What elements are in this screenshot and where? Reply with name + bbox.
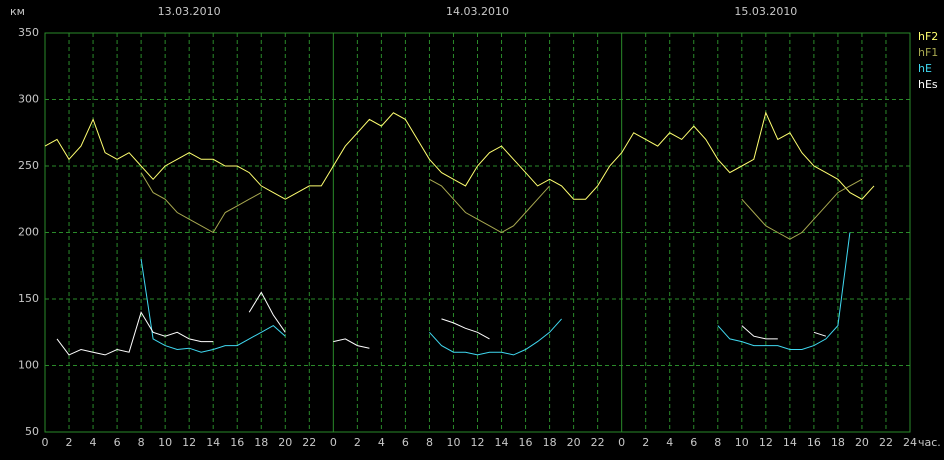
x-tick-label: 22 [591, 436, 605, 449]
legend-label: hF2 [918, 30, 938, 43]
series-line [44, 111, 875, 200]
date-label: 15.03.2010 [734, 5, 797, 18]
series-line [140, 232, 851, 356]
legend-label: hEs [918, 78, 938, 91]
legend-label: hF1 [918, 46, 938, 59]
x-tick-label: 0 [618, 436, 625, 449]
x-tick-label: 2 [642, 436, 649, 449]
x-tick-label: 10 [158, 436, 172, 449]
y-axis-label: км [10, 5, 25, 18]
x-tick-label: 6 [114, 436, 121, 449]
y-tick-label: 300 [18, 93, 39, 106]
x-axis-label: час. [918, 436, 941, 449]
x-tick-label: 6 [402, 436, 409, 449]
y-tick-label: 150 [18, 292, 39, 305]
x-tick-label: 22 [879, 436, 893, 449]
x-tick-label: 8 [426, 436, 433, 449]
x-tick-label: 14 [495, 436, 509, 449]
y-tick-label: 350 [18, 26, 39, 39]
x-tick-label: 0 [330, 436, 337, 449]
x-tick-label: 10 [446, 436, 460, 449]
x-tick-label: 10 [735, 436, 749, 449]
x-tick-label: 0 [42, 436, 49, 449]
date-label: 14.03.2010 [446, 5, 509, 18]
y-tick-label: 200 [18, 226, 39, 239]
x-tick-label: 16 [230, 436, 244, 449]
x-tick-label: 14 [206, 436, 220, 449]
x-tick-label: 8 [714, 436, 721, 449]
x-tick-label: 6 [690, 436, 697, 449]
x-tick-label: 18 [254, 436, 268, 449]
x-tick-label: 4 [666, 436, 673, 449]
x-tick-label: 4 [90, 436, 97, 449]
x-tick-label: 20 [278, 436, 292, 449]
x-tick-label: 18 [543, 436, 557, 449]
x-tick-label: 14 [783, 436, 797, 449]
series-line [56, 291, 827, 356]
x-tick-label: 4 [378, 436, 385, 449]
x-tick-label: 20 [855, 436, 869, 449]
x-tick-label: 16 [519, 436, 533, 449]
x-tick-label: 8 [138, 436, 145, 449]
series-line [140, 172, 863, 240]
x-tick-label: 2 [354, 436, 361, 449]
x-tick-label: 18 [831, 436, 845, 449]
x-tick-label: 24 [903, 436, 917, 449]
x-tick-label: 20 [567, 436, 581, 449]
y-tick-label: 100 [18, 359, 39, 372]
x-tick-label: 12 [471, 436, 485, 449]
y-tick-label: 50 [25, 425, 39, 438]
x-tick-label: 22 [302, 436, 316, 449]
date-label: 13.03.2010 [158, 5, 221, 18]
x-tick-label: 2 [66, 436, 73, 449]
x-tick-label: 12 [182, 436, 196, 449]
x-tick-label: 16 [807, 436, 821, 449]
y-tick-label: 250 [18, 159, 39, 172]
x-tick-label: 12 [759, 436, 773, 449]
legend-label: hE [918, 62, 932, 75]
